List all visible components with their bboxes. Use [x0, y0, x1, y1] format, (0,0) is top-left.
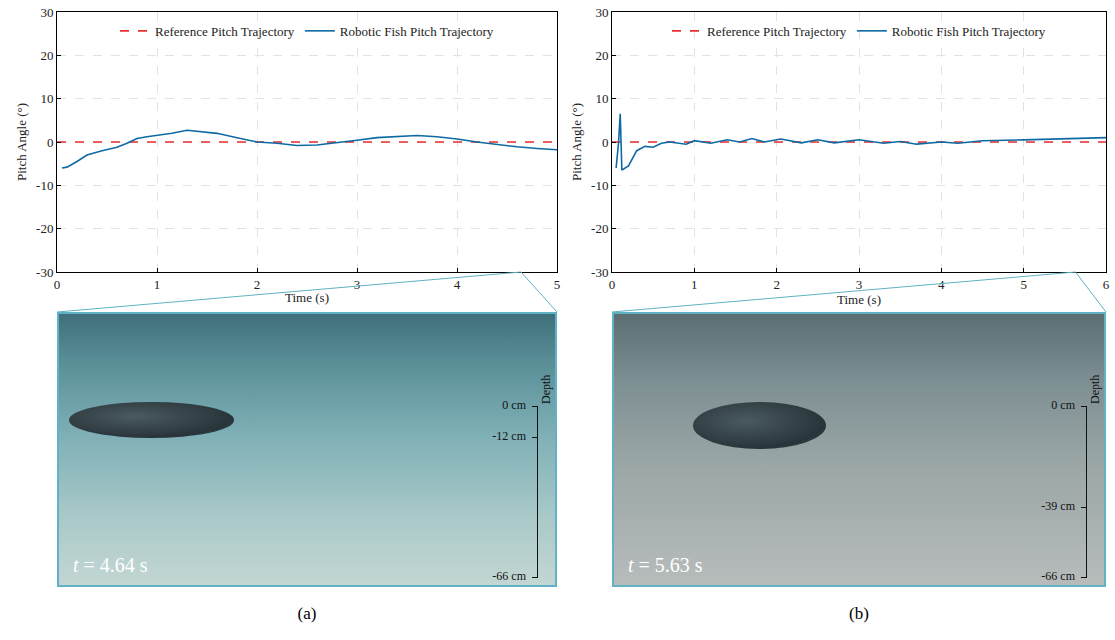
svg-text:5: 5 [554, 277, 561, 292]
svg-text:4: 4 [938, 277, 945, 292]
svg-text:20: 20 [40, 48, 53, 63]
html-text:0 cm: 0 cm [502, 398, 526, 412]
html-text:-12 cm: -12 cm [492, 429, 526, 444]
svg-text:6: 6 [1103, 277, 1110, 292]
html-text:t = 4.64 s: t = 4.64 s [73, 554, 148, 576]
svg-text:Pitch Angle (°): Pitch Angle (°) [14, 103, 29, 181]
svg-text:30: 30 [595, 5, 608, 20]
svg-text:Robotic Fish Pitch Trajectory: Robotic Fish Pitch Trajectory [892, 24, 1046, 39]
svg-text:0: 0 [602, 135, 609, 150]
svg-text:-20: -20 [36, 221, 53, 236]
svg-text:1: 1 [154, 277, 161, 292]
svg-text:-10: -10 [36, 178, 53, 193]
svg-text:2: 2 [773, 277, 780, 292]
svg-text:2: 2 [254, 277, 261, 292]
html-text:Depth: Depth [539, 374, 553, 404]
svg-text:10: 10 [595, 91, 608, 106]
svg-text:-30: -30 [591, 265, 608, 280]
svg-text:3: 3 [354, 277, 361, 292]
html-text:0 cm: 0 cm [1051, 398, 1075, 412]
svg-text:Time (s): Time (s) [837, 292, 881, 307]
svg-text:30: 30 [40, 5, 53, 20]
html-text:-66 cm: -66 cm [1041, 569, 1075, 583]
html-text:t = 5.63 s: t = 5.63 s [628, 554, 703, 576]
svg-text:Pitch Angle (°): Pitch Angle (°) [569, 103, 584, 181]
svg-text:0: 0 [47, 135, 54, 150]
svg-text:20: 20 [595, 48, 608, 63]
svg-text:0: 0 [609, 277, 616, 292]
svg-text:Robotic Fish Pitch Trajectory: Robotic Fish Pitch Trajectory [340, 24, 494, 39]
svg-text:1: 1 [691, 277, 698, 292]
html-text:(a): (a) [297, 604, 317, 623]
svg-text:5: 5 [1020, 277, 1027, 292]
html-text:-66 cm: -66 cm [492, 569, 526, 583]
html-text:(b): (b) [849, 604, 869, 623]
html-text:-39 cm: -39 cm [1041, 499, 1075, 513]
svg-text:0: 0 [54, 277, 61, 292]
svg-text:4: 4 [454, 277, 461, 292]
svg-text:-20: -20 [591, 221, 608, 236]
svg-text:10: 10 [40, 91, 53, 106]
svg-text:Reference Pitch Trajectory: Reference Pitch Trajectory [707, 24, 847, 39]
svg-text:Reference Pitch Trajectory: Reference Pitch Trajectory [155, 24, 295, 39]
svg-text:3: 3 [856, 277, 863, 292]
svg-text:-30: -30 [36, 265, 53, 280]
svg-text:-10: -10 [591, 178, 608, 193]
svg-text:Time (s): Time (s) [285, 290, 329, 305]
html-text:Depth: Depth [1088, 374, 1102, 404]
